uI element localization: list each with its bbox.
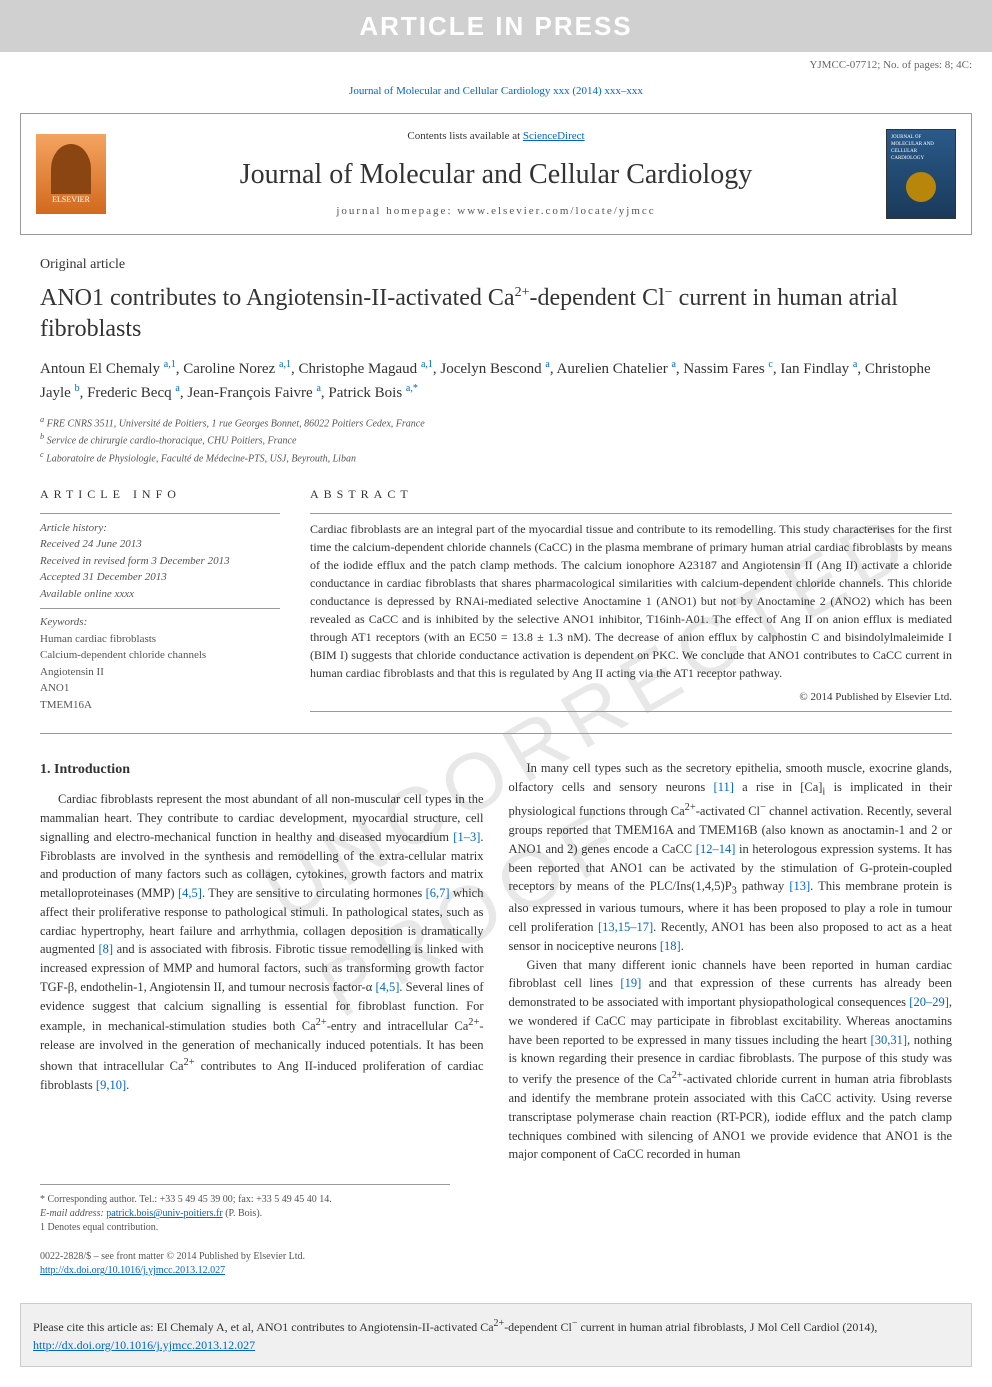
- cite-text: Please cite this article as: El Chemaly …: [33, 1320, 877, 1334]
- cite-doi-link[interactable]: http://dx.doi.org/10.1016/j.yjmcc.2013.1…: [33, 1338, 255, 1352]
- section-1-heading: 1. Introduction: [40, 759, 484, 780]
- elsevier-logo: ELSEVIER: [36, 134, 106, 214]
- keywords-list: Human cardiac fibroblasts Calcium-depend…: [40, 631, 280, 714]
- copyright-line: © 2014 Published by Elsevier Ltd.: [310, 690, 952, 705]
- issn-line: 0022-2828/$ – see front matter © 2014 Pu…: [40, 1250, 952, 1264]
- affiliation-c: c Laboratoire de Physiologie, Faculté de…: [40, 449, 952, 466]
- article-history: Article history: Received 24 June 2013 R…: [40, 520, 280, 603]
- article-type: Original article: [40, 255, 952, 275]
- intro-paragraph-1: Cardiac fibroblasts represent the most a…: [40, 790, 484, 1094]
- keywords-label: Keywords:: [40, 615, 280, 630]
- keyword: TMEM16A: [40, 697, 280, 714]
- keyword: Human cardiac fibroblasts: [40, 631, 280, 648]
- article-info-heading: ARTICLE INFO: [40, 486, 280, 503]
- info-abstract-row: ARTICLE INFO Article history: Received 2…: [40, 486, 952, 718]
- journal-reference-link[interactable]: Journal of Molecular and Cellular Cardio…: [0, 80, 992, 103]
- divider: [40, 733, 952, 734]
- article-in-press-banner: ARTICLE IN PRESS: [0, 0, 992, 52]
- affiliations: a FRE CNRS 3511, Université de Poitiers,…: [40, 414, 952, 466]
- history-label: Article history:: [40, 520, 280, 537]
- abstract-text: Cardiac fibroblasts are an integral part…: [310, 520, 952, 682]
- body-columns: 1. Introduction Cardiac fibroblasts repr…: [40, 759, 952, 1164]
- elsevier-tree-icon: [51, 144, 91, 194]
- body-left-column: 1. Introduction Cardiac fibroblasts repr…: [40, 759, 484, 1164]
- journal-cover-thumbnail: JOURNAL OF MOLECULAR AND CELLULAR CARDIO…: [886, 129, 956, 219]
- elsevier-label: ELSEVIER: [52, 194, 90, 205]
- journal-homepage: journal homepage: www.elsevier.com/locat…: [126, 204, 866, 219]
- author-list: Antoun El Chemaly a,1, Caroline Norez a,…: [40, 357, 952, 404]
- divider: [40, 608, 280, 609]
- abstract-column: ABSTRACT Cardiac fibroblasts are an inte…: [310, 486, 952, 718]
- article-content: Original article ANO1 contributes to Ang…: [0, 245, 992, 1288]
- footer-notes: * Corresponding author. Tel.: +33 5 49 4…: [40, 1184, 450, 1235]
- equal-contribution-note: 1 Denotes equal contribution.: [40, 1221, 450, 1235]
- history-item: Received 24 June 2013: [40, 536, 280, 553]
- abstract-heading: ABSTRACT: [310, 486, 952, 503]
- cover-heart-icon: [906, 172, 936, 202]
- article-info-column: ARTICLE INFO Article history: Received 2…: [40, 486, 280, 718]
- citation-box: Please cite this article as: El Chemaly …: [20, 1303, 972, 1367]
- journal-header-box: ELSEVIER Contents lists available at Sci…: [20, 113, 972, 235]
- keyword: Angiotensin II: [40, 664, 280, 681]
- article-title: ANO1 contributes to Angiotensin-II-activ…: [40, 283, 952, 345]
- history-item: Received in revised form 3 December 2013: [40, 553, 280, 570]
- divider: [310, 513, 952, 514]
- sciencedirect-link[interactable]: ScienceDirect: [523, 130, 585, 142]
- journal-title: Journal of Molecular and Cellular Cardio…: [126, 155, 866, 194]
- email-link[interactable]: patrick.bois@univ-poitiers.fr: [106, 1208, 222, 1219]
- history-item: Accepted 31 December 2013: [40, 569, 280, 586]
- affiliation-a: a FRE CNRS 3511, Université de Poitiers,…: [40, 414, 952, 431]
- header-reference: YJMCC-07712; No. of pages: 8; 4C:: [0, 52, 992, 79]
- intro-paragraph-2: In many cell types such as the secretory…: [509, 759, 953, 955]
- contents-list-text: Contents lists available at ScienceDirec…: [126, 129, 866, 144]
- journal-center-block: Contents lists available at ScienceDirec…: [126, 129, 866, 219]
- body-right-column: In many cell types such as the secretory…: [509, 759, 953, 1164]
- corresponding-author: * Corresponding author. Tel.: +33 5 49 4…: [40, 1193, 450, 1207]
- affiliation-b: b Service de chirurgie cardio-thoracique…: [40, 431, 952, 448]
- history-item: Available online xxxx: [40, 586, 280, 603]
- doi-link[interactable]: http://dx.doi.org/10.1016/j.yjmcc.2013.1…: [40, 1265, 225, 1276]
- doi-block: 0022-2828/$ – see front matter © 2014 Pu…: [40, 1250, 952, 1278]
- divider: [310, 711, 952, 712]
- divider: [40, 513, 280, 514]
- keyword: ANO1: [40, 680, 280, 697]
- intro-paragraph-3: Given that many different ionic channels…: [509, 956, 953, 1164]
- keyword: Calcium-dependent chloride channels: [40, 647, 280, 664]
- email-line: E-mail address: patrick.bois@univ-poitie…: [40, 1207, 450, 1221]
